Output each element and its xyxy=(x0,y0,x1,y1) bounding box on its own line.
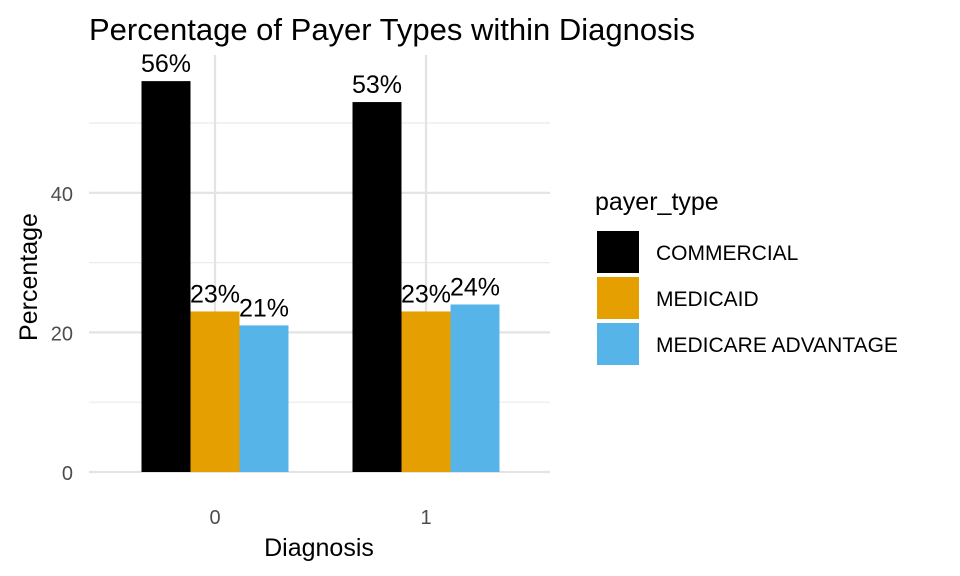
data-label: 23% xyxy=(401,280,451,308)
legend-items: COMMERCIAL MEDICAID MEDICARE ADVANTAGE xyxy=(597,231,898,365)
data-label: 53% xyxy=(352,71,402,99)
x-tick-label: 0 xyxy=(209,507,220,529)
bar xyxy=(141,81,191,473)
y-tick-label: 20 xyxy=(51,323,73,345)
data-label: 21% xyxy=(239,294,289,322)
y-axis-label: Percentage xyxy=(15,213,43,341)
legend-title: payer_type xyxy=(595,188,719,216)
legend-label: MEDICAID xyxy=(656,288,759,311)
data-label: 23% xyxy=(190,280,240,308)
bar xyxy=(190,311,240,472)
y-tick-label: 40 xyxy=(51,184,73,206)
legend-label: COMMERCIAL xyxy=(656,242,798,265)
bar xyxy=(352,102,402,472)
bar xyxy=(450,304,500,472)
bar xyxy=(239,325,289,472)
legend-label: MEDICARE ADVANTAGE xyxy=(656,334,898,357)
chart-title: Percentage of Payer Types within Diagnos… xyxy=(89,12,695,47)
plot-panel: 56%23%21%53%23%24% xyxy=(89,50,550,474)
bar-layer xyxy=(141,81,500,473)
legend: payer_type COMMERCIAL MEDICAID MEDICARE AD… xyxy=(595,188,898,365)
data-label-layer: 56%23%21%53%23%24% xyxy=(141,50,500,322)
y-tick-label: 0 xyxy=(62,463,73,485)
x-tick-label: 1 xyxy=(420,507,431,529)
legend-swatch xyxy=(597,277,639,319)
y-axis-ticks: 0 20 40 xyxy=(51,184,73,485)
legend-swatch xyxy=(597,231,639,273)
x-axis-label: Diagnosis xyxy=(264,534,374,562)
data-label: 56% xyxy=(141,50,191,78)
legend-swatch xyxy=(597,323,639,365)
bar xyxy=(401,311,451,472)
data-label: 24% xyxy=(450,273,500,301)
